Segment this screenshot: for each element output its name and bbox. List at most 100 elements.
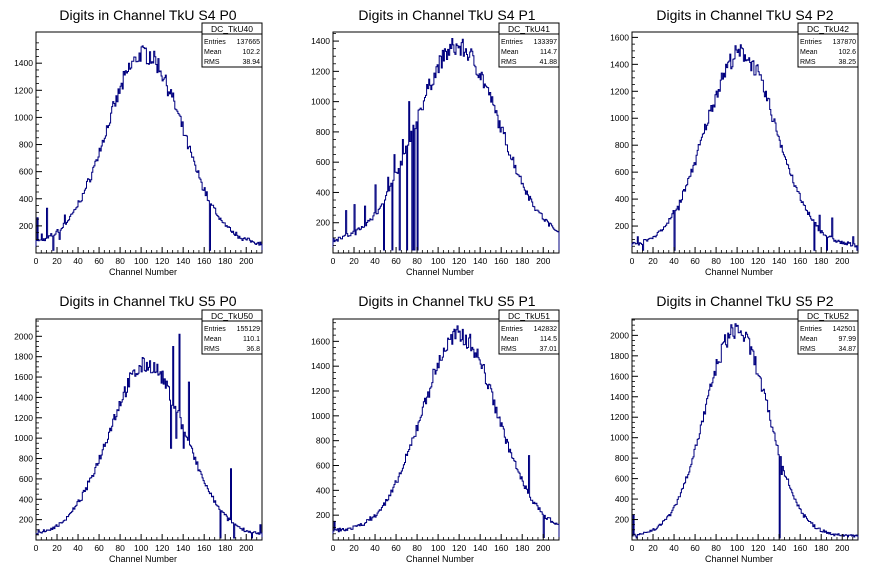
- y-tick-label: 1800: [610, 351, 629, 361]
- stats-value: 114.7: [540, 49, 557, 56]
- x-tick-label: 120: [155, 543, 169, 553]
- stats-label: Entries: [204, 39, 226, 46]
- stats-value: 155129: [237, 326, 260, 333]
- stats-value: 102.2: [242, 49, 260, 56]
- y-tick-label: 800: [316, 436, 330, 446]
- histogram-series: [332, 325, 560, 540]
- x-tick-label: 180: [515, 256, 529, 266]
- y-tick-label: 1400: [610, 392, 629, 402]
- y-tick-label: 1200: [610, 86, 629, 96]
- stats-value: 38.25: [838, 59, 856, 66]
- y-tick-label: 200: [615, 515, 629, 525]
- y-tick-label: 800: [615, 140, 629, 150]
- x-tick-label: 100: [730, 256, 744, 266]
- stats-value: 102.6: [838, 49, 856, 56]
- stats-value: 41.88: [539, 59, 557, 66]
- y-tick-label: 200: [19, 515, 33, 525]
- chart-title: Digits in Channel TkU S4 P1: [358, 7, 535, 23]
- plot-frame: [631, 31, 859, 254]
- stats-box-frame: [201, 309, 263, 355]
- x-axis-label: Channel Number: [109, 267, 177, 277]
- x-tick-label: 0: [34, 256, 39, 266]
- x-axis-label: Channel Number: [109, 554, 177, 564]
- x-tick-label: 120: [452, 256, 466, 266]
- x-tick-label: 80: [711, 543, 721, 553]
- x-tick-label: 20: [648, 256, 658, 266]
- stats-label: Mean: [204, 336, 222, 343]
- y-tick-label: 400: [19, 194, 33, 204]
- stats-box: DC_TkU42 Entries 137870 Mean 102.6 RMS 38.25: [797, 22, 859, 68]
- y-tick-label: 600: [615, 474, 629, 484]
- histogram-series: [631, 323, 859, 540]
- y-tick-label: 1400: [14, 392, 33, 402]
- x-axis-label: Channel Number: [406, 267, 474, 277]
- x-tick-label: 20: [52, 256, 62, 266]
- x-tick-label: 60: [690, 543, 700, 553]
- x-tick-label: 20: [648, 543, 658, 553]
- x-tick-label: 140: [772, 543, 786, 553]
- chart-panel-3: Digits in Channel TkU S5 P02004006008001…: [14, 293, 263, 564]
- plot-frame: [332, 318, 560, 541]
- x-tick-label: 100: [134, 256, 148, 266]
- stats-label: Mean: [501, 336, 519, 343]
- y-tick-label: 1200: [14, 413, 33, 423]
- stats-box: DC_TkU52 Entries 142501 Mean 97.99 RMS 34.87: [797, 309, 859, 355]
- chart-panel-0: Digits in Channel TkU S4 P02004006008001…: [14, 7, 263, 277]
- stats-box-frame: [797, 22, 859, 68]
- stats-label: RMS: [800, 59, 816, 66]
- stats-value: 137665: [237, 39, 260, 46]
- y-tick-label: 1000: [14, 433, 33, 443]
- stats-value: 137870: [833, 39, 856, 46]
- x-tick-label: 60: [391, 543, 401, 553]
- x-tick-label: 40: [669, 256, 679, 266]
- y-tick-label: 400: [615, 494, 629, 504]
- y-tick-label: 800: [316, 127, 330, 137]
- x-tick-label: 0: [630, 256, 635, 266]
- stats-name: DC_TkU41: [508, 24, 550, 34]
- y-tick-label: 1200: [311, 66, 330, 76]
- stats-label: RMS: [501, 59, 517, 66]
- stats-box: DC_TkU41 Entries 133397 Mean 114.7 RMS 41.88: [498, 22, 560, 68]
- chart-title: Digits in Channel TkU S5 P1: [358, 293, 535, 309]
- y-tick-label: 1000: [610, 113, 629, 123]
- y-tick-label: 1600: [14, 372, 33, 382]
- stats-value: 34.87: [838, 346, 856, 353]
- x-tick-label: 80: [412, 256, 422, 266]
- stats-box: DC_TkU40 Entries 137665 Mean 102.2 RMS 38.94: [201, 22, 263, 68]
- x-tick-label: 200: [536, 256, 550, 266]
- x-tick-label: 80: [412, 543, 422, 553]
- x-tick-label: 160: [793, 256, 807, 266]
- plot-frame: [332, 31, 560, 254]
- y-tick-label: 1000: [610, 433, 629, 443]
- y-tick-label: 600: [19, 474, 33, 484]
- chart-panel-1: Digits in Channel TkU S4 P12004006008001…: [311, 7, 560, 277]
- stats-label: Entries: [204, 326, 226, 333]
- x-tick-label: 100: [134, 543, 148, 553]
- x-tick-label: 180: [218, 256, 232, 266]
- y-tick-label: 200: [615, 221, 629, 231]
- x-tick-label: 40: [73, 256, 83, 266]
- x-tick-label: 140: [176, 543, 190, 553]
- x-tick-label: 0: [34, 543, 39, 553]
- x-tick-label: 0: [331, 543, 336, 553]
- x-tick-label: 160: [494, 256, 508, 266]
- plot-frame: [35, 31, 263, 254]
- x-tick-label: 200: [239, 256, 253, 266]
- plot-frame: [631, 318, 859, 541]
- histogram-series: [332, 38, 560, 253]
- y-tick-label: 1800: [14, 352, 33, 362]
- stats-label: RMS: [501, 346, 517, 353]
- x-tick-label: 60: [94, 543, 104, 553]
- stats-label: Mean: [204, 49, 222, 56]
- y-tick-label: 400: [316, 187, 330, 197]
- x-tick-label: 0: [630, 543, 635, 553]
- stats-label: Entries: [800, 39, 822, 46]
- stats-label: Entries: [501, 326, 523, 333]
- stats-box: DC_TkU50 Entries 155129 Mean 110.1 RMS 36.8: [201, 309, 263, 355]
- x-tick-label: 40: [669, 543, 679, 553]
- y-tick-label: 1400: [610, 59, 629, 69]
- stats-box-frame: [498, 309, 560, 355]
- x-tick-label: 200: [835, 543, 849, 553]
- stats-label: Mean: [501, 49, 519, 56]
- y-tick-label: 1000: [14, 112, 33, 122]
